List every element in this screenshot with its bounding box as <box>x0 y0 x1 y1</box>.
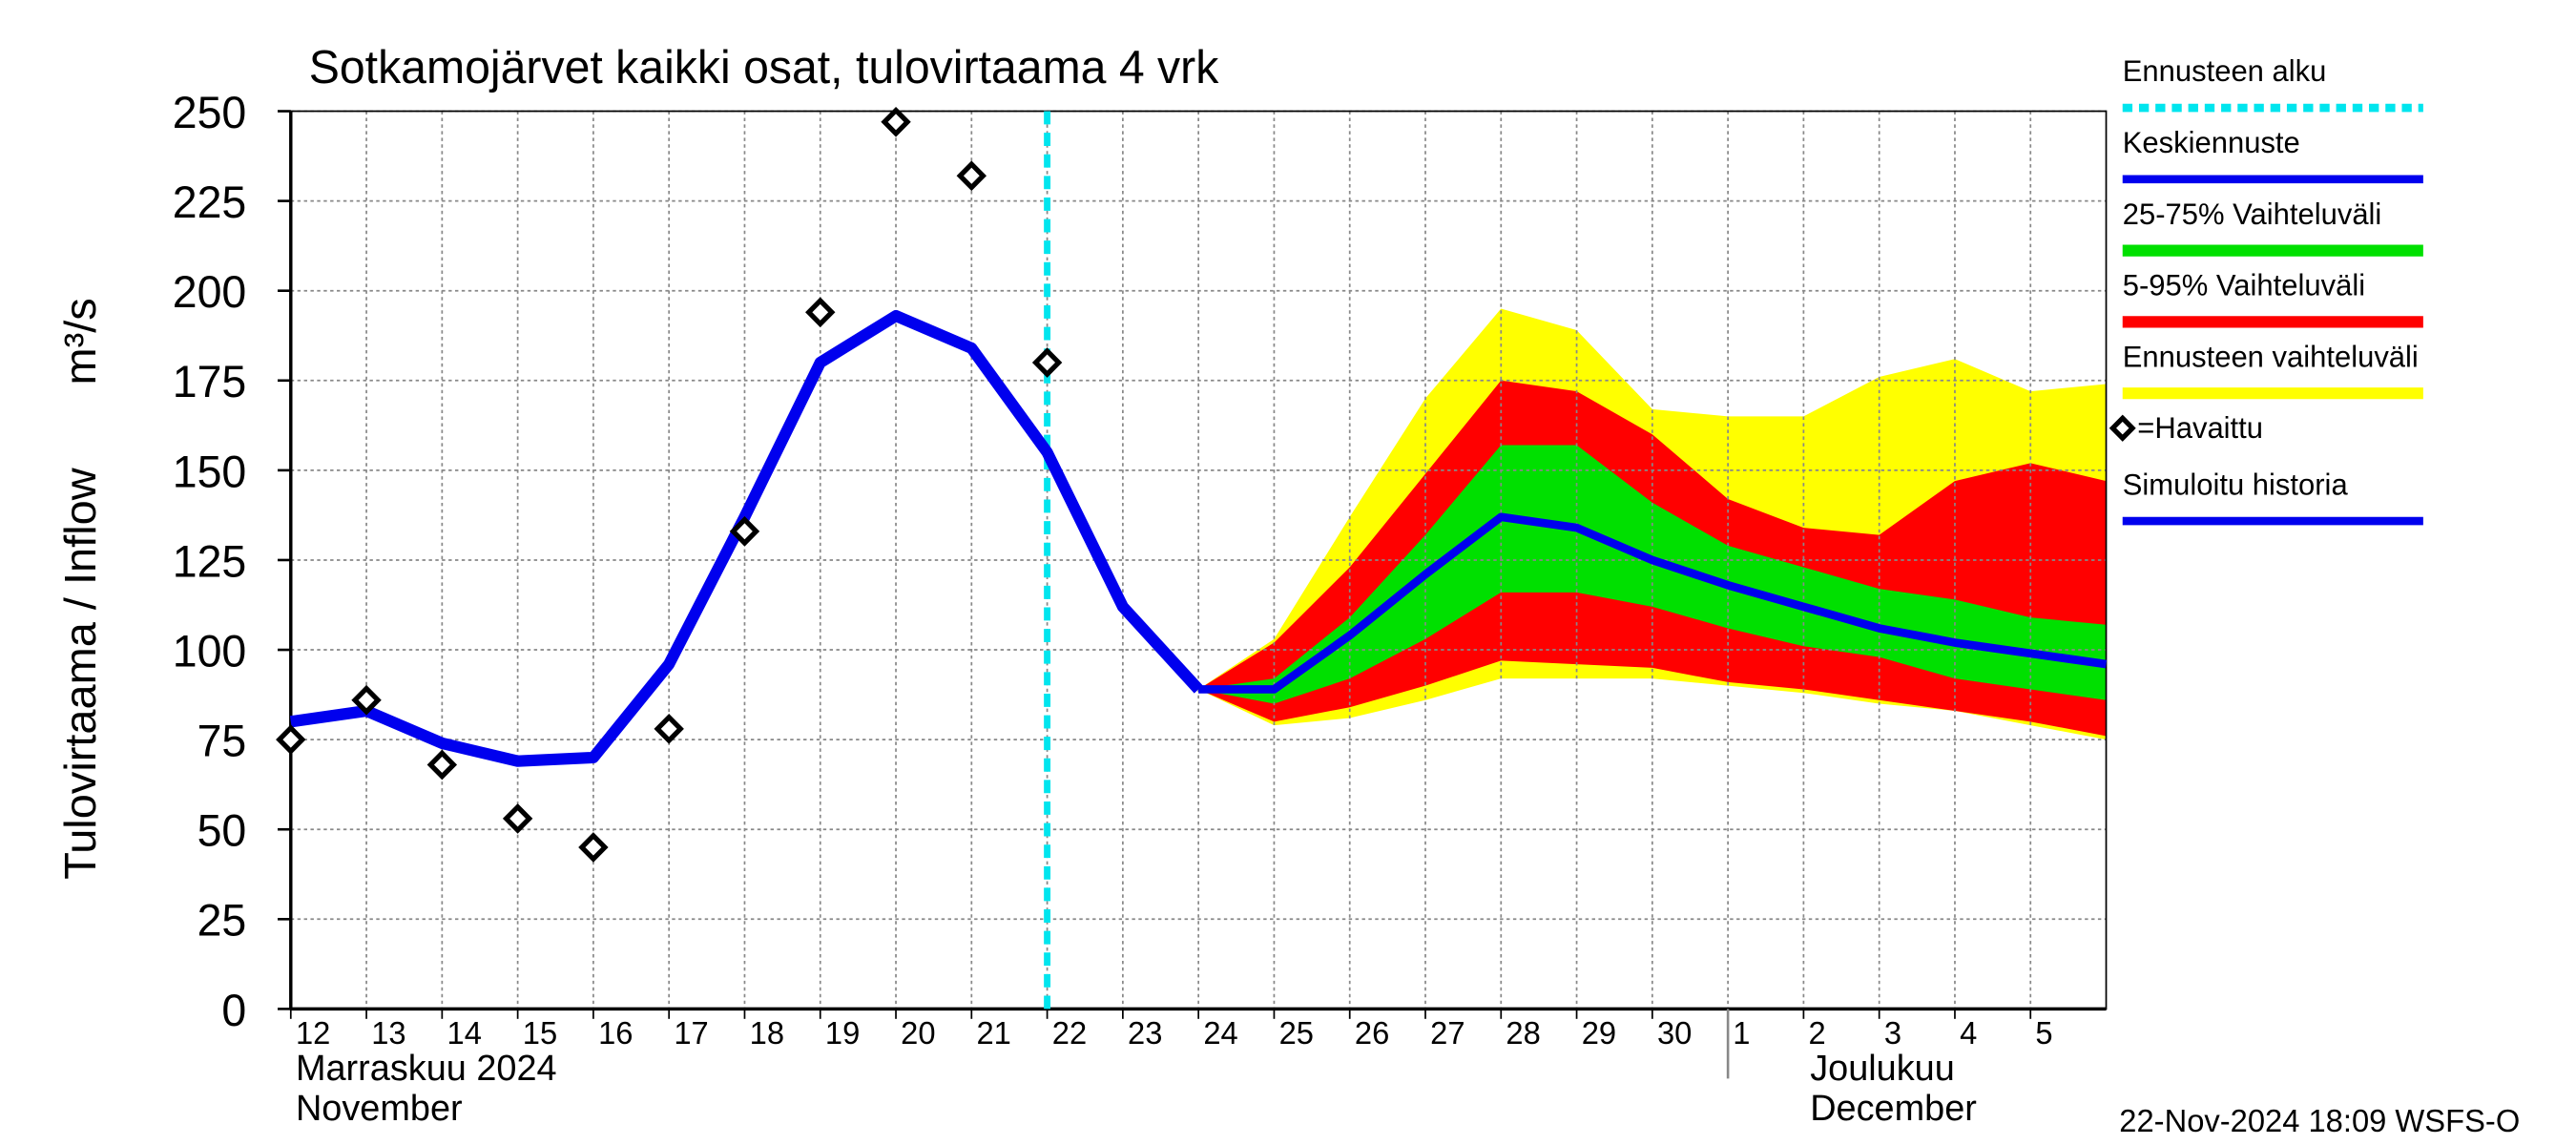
y-tick-label: 25 <box>197 895 247 945</box>
x-tick-label: 4 <box>1960 1015 1977 1051</box>
x-tick-label: 19 <box>825 1015 860 1051</box>
series-line <box>1198 512 2108 694</box>
x-tick-label: 22 <box>1052 1015 1087 1051</box>
x-tick-label: 13 <box>371 1015 405 1051</box>
y-tick-label: 75 <box>197 716 247 765</box>
observed-point <box>276 724 306 755</box>
legend-marker <box>2109 414 2136 442</box>
x-tick-label: 17 <box>674 1015 708 1051</box>
y-unit: m³/s <box>55 298 105 385</box>
x-tick-label: 15 <box>523 1015 557 1051</box>
observed-point <box>578 832 609 863</box>
legend-label: Ennusteen alku <box>2123 54 2327 88</box>
x-tick-label: 27 <box>1430 1015 1465 1051</box>
observed-point <box>881 106 911 137</box>
x-tick-label: 25 <box>1279 1015 1314 1051</box>
x-tick-label: 24 <box>1203 1015 1237 1051</box>
x-tick-label: 12 <box>296 1015 330 1051</box>
legend-label: Simuloitu historia <box>2123 468 2349 501</box>
x-tick-label: 3 <box>1884 1015 1901 1051</box>
observed-point <box>729 515 760 547</box>
x-tick-label: 26 <box>1355 1015 1389 1051</box>
month-label: Joulukuu <box>1810 1049 1955 1089</box>
y-tick-label: 0 <box>221 986 246 1035</box>
x-tick-label: 23 <box>1128 1015 1162 1051</box>
legend-label: =Havaittu <box>2137 411 2263 445</box>
observed-point <box>805 297 836 328</box>
chart-title: Sotkamojärvet kaikki osat, tulovirtaama … <box>309 42 1219 94</box>
x-tick-label: 29 <box>1582 1015 1616 1051</box>
month-label: November <box>296 1089 463 1129</box>
x-tick-label: 14 <box>447 1015 482 1051</box>
x-tick-label: 1 <box>1733 1015 1750 1051</box>
band-area <box>1198 445 2107 704</box>
x-tick-label: 30 <box>1657 1015 1692 1051</box>
y-tick-label: 150 <box>173 447 247 496</box>
observed-point <box>1031 347 1063 378</box>
y-tick-label: 200 <box>173 267 247 317</box>
x-tick-label: 20 <box>901 1015 935 1051</box>
legend-label: 5-95% Vaihteluväli <box>2123 268 2365 302</box>
legend-label: Ennusteen vaihteluväli <box>2123 340 2419 373</box>
observed-point <box>956 160 987 192</box>
observed-point <box>351 684 382 716</box>
x-tick-label: 5 <box>2035 1015 2052 1051</box>
month-label: December <box>1810 1089 1977 1129</box>
observed-point <box>502 803 533 834</box>
x-tick-label: 18 <box>750 1015 784 1051</box>
footer: 22-Nov-2024 18:09 WSFS-O <box>2119 1103 2520 1138</box>
y-tick-label: 50 <box>197 805 247 855</box>
y-tick-label: 100 <box>173 626 247 676</box>
y-label: Tulovirtaama / Inflow <box>55 468 105 880</box>
y-tick-label: 250 <box>173 88 247 137</box>
observed-point <box>426 749 458 781</box>
y-tick-label: 175 <box>173 357 247 406</box>
y-tick-label: 225 <box>173 177 247 227</box>
x-tick-label: 2 <box>1809 1015 1826 1051</box>
observed-point <box>654 713 684 744</box>
x-tick-label: 16 <box>598 1015 633 1051</box>
y-tick-label: 125 <box>173 536 247 586</box>
x-tick-label: 21 <box>976 1015 1010 1051</box>
legend-label: 25-75% Vaihteluväli <box>2123 198 2382 231</box>
legend-label: Keskiennuste <box>2123 126 2300 159</box>
month-label: Marraskuu 2024 <box>296 1049 557 1089</box>
x-tick-label: 28 <box>1506 1015 1540 1051</box>
